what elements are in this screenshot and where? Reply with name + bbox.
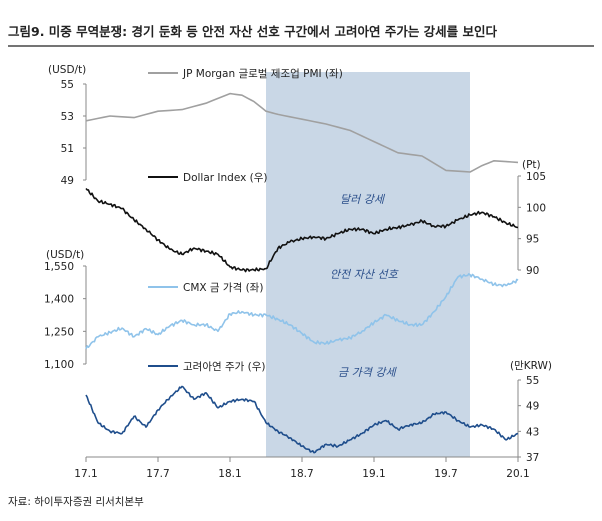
x-tick-label: 18.1 bbox=[218, 468, 241, 480]
series-line-pmi bbox=[85, 92, 519, 173]
y-tick-label: 37 bbox=[526, 452, 539, 464]
y-tick-label: 1,550 bbox=[44, 261, 74, 273]
annotation-gold-strength: 금 가격 강세 bbox=[338, 366, 397, 379]
x-tick-label: 20.1 bbox=[506, 468, 529, 480]
annotation-dollar-strength: 달러 강세 bbox=[340, 193, 386, 206]
y-tick-label: 100 bbox=[526, 202, 546, 214]
series-line-korea-zinc-price bbox=[85, 385, 519, 454]
y-tick-label: 55 bbox=[61, 79, 74, 91]
y-tick-label: 43 bbox=[526, 426, 539, 438]
y-tick-label: 105 bbox=[526, 171, 546, 183]
source-note: 자료: 하이투자증권 리서치본부 bbox=[8, 495, 144, 508]
y-tick-label: 53 bbox=[61, 111, 74, 123]
x-tick-label: 18.7 bbox=[290, 468, 313, 480]
unit-label-top-left: (USD/t) bbox=[48, 64, 86, 76]
series-line-dollar-index bbox=[85, 187, 519, 273]
highlight-period-shade bbox=[266, 72, 470, 457]
figure-title: 그림9. 미중 무역분쟁: 경기 둔화 등 안전 자산 선호 구간에서 고려아연… bbox=[8, 24, 498, 39]
unit-label-middle-left: (USD/t) bbox=[46, 249, 84, 261]
legend-label-korea-zinc: 고려아연 주가 (우) bbox=[183, 361, 266, 373]
y-tick-label: 1,400 bbox=[44, 294, 74, 306]
y-tick-label: 49 bbox=[61, 175, 74, 187]
series-line-gold-price bbox=[85, 273, 519, 350]
y-tick-label: 95 bbox=[526, 234, 539, 246]
y-tick-label: 51 bbox=[61, 143, 74, 155]
unit-label-top-right: (Pt) bbox=[522, 159, 541, 171]
y-tick-label: 49 bbox=[526, 401, 539, 413]
x-tick-label: 19.1 bbox=[362, 468, 385, 480]
legend-label-dollar: Dollar Index (우) bbox=[183, 172, 268, 184]
y-tick-label: 1,100 bbox=[44, 359, 74, 371]
legend-label-gold: CMX 금 가격 (좌) bbox=[183, 281, 263, 294]
y-tick-label: 1,250 bbox=[44, 326, 74, 338]
axis-ticks: 49 51 53 55 90 95 100 105 1,100 1,250 1,400 1,550 37… bbox=[44, 79, 546, 480]
x-tick-label: 17.1 bbox=[74, 468, 97, 480]
annotation-safe-asset: 안전 자산 선호 bbox=[330, 268, 399, 281]
x-tick-label: 19.7 bbox=[434, 468, 457, 480]
legend-label-pmi: JP Morgan 글로벌 제조업 PMI (좌) bbox=[182, 67, 343, 80]
x-tick-label: 17.7 bbox=[146, 468, 169, 480]
y-tick-label: 90 bbox=[526, 265, 539, 277]
unit-label-bottom-right: (만KRW) bbox=[510, 360, 552, 372]
y-tick-label: 55 bbox=[526, 375, 539, 387]
